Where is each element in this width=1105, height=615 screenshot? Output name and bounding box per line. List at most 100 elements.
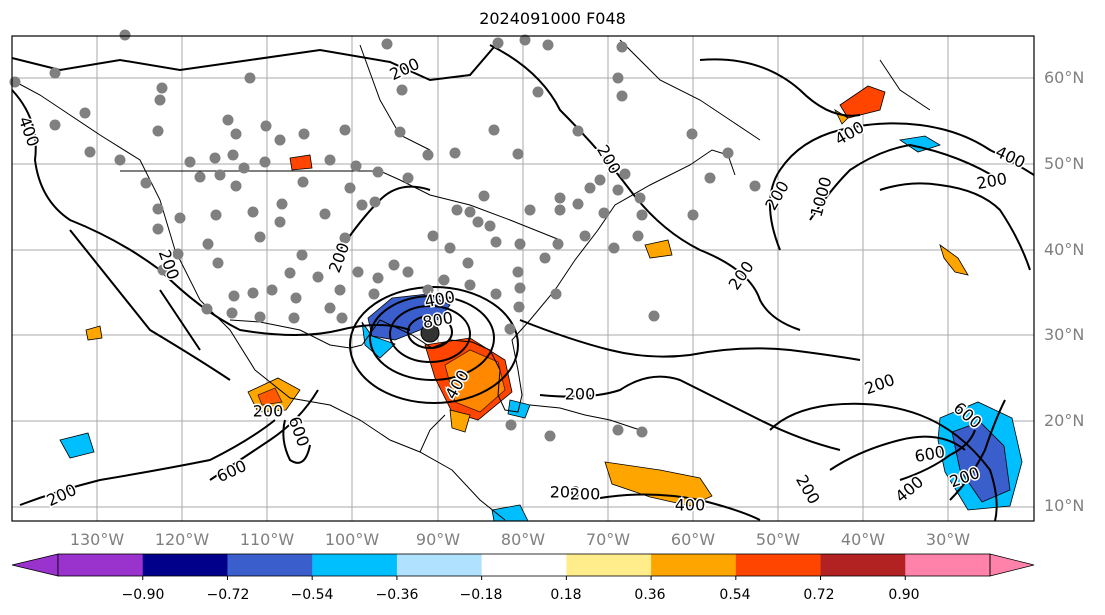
contour-label: 400: [892, 472, 928, 506]
observation-marker: [490, 288, 502, 300]
observation-marker: [212, 257, 224, 269]
storm-center-marker: [420, 323, 440, 343]
observation-marker: [687, 209, 699, 221]
colorbar-outline: [57, 553, 991, 577]
observation-marker: [324, 302, 336, 314]
observation-marker: [616, 90, 628, 102]
contour-label: 200: [550, 483, 581, 502]
observation-marker: [152, 203, 164, 215]
colorbar-segment: [312, 554, 398, 576]
observation-marker: [259, 156, 271, 168]
observation-marker: [572, 198, 584, 210]
observation-marker: [464, 206, 476, 218]
observation-marker: [339, 124, 351, 136]
observation-marker: [388, 259, 400, 271]
colorbar-tick: −0.18: [459, 587, 503, 603]
observation-marker: [336, 312, 348, 324]
colorbar-segment: [396, 554, 483, 576]
contour-label: 400: [832, 117, 868, 149]
observation-marker: [451, 204, 463, 216]
shaded-region-warm-gulf-tail: [449, 409, 471, 433]
observation-marker: [608, 242, 620, 254]
observation-marker: [427, 230, 439, 242]
contour-label: 200: [44, 480, 80, 510]
observation-marker: [201, 303, 213, 315]
colorbar-tick: −0.54: [290, 587, 334, 603]
lat-label-10n: 10°N: [1044, 496, 1085, 515]
observation-marker: [369, 196, 381, 208]
observation-marker: [542, 39, 554, 51]
observation-marker: [598, 207, 610, 219]
colorbar-tick: 0.18: [550, 587, 582, 603]
contour-label: 200: [761, 178, 793, 214]
contour-label: 200: [792, 472, 824, 508]
observation-marker: [140, 177, 152, 189]
colorbar-segment: [227, 554, 313, 576]
lon-label-120w: 120°W: [154, 530, 210, 549]
observation-marker: [478, 190, 490, 202]
contour-label: 200: [565, 385, 596, 404]
observation-marker: [634, 192, 646, 204]
observation-marker: [284, 267, 296, 279]
colorbar-tick: −0.90: [121, 587, 165, 603]
observation-marker: [222, 114, 234, 126]
shaded-region-cool-atlantic-core: [951, 421, 1011, 503]
colorbar-tick: 0.72: [803, 587, 835, 603]
observation-marker: [372, 272, 384, 284]
contour-label: 200: [387, 54, 423, 84]
contour-label: 200: [325, 240, 353, 275]
observation-marker: [372, 166, 384, 178]
observation-marker: [238, 162, 250, 174]
observation-marker: [276, 198, 288, 210]
lat-label-40n: 40°N: [1044, 240, 1085, 259]
observation-marker: [49, 67, 61, 79]
observation-marker: [579, 230, 591, 242]
observation-marker: [312, 271, 324, 283]
colorbar-segment: [481, 554, 567, 576]
lon-label-50w: 50°W: [755, 530, 801, 549]
colorbar-tick: 0.54: [719, 587, 751, 603]
lon-label-90w: 90°W: [415, 530, 461, 549]
observation-marker: [749, 180, 761, 192]
observation-marker: [49, 119, 61, 131]
observation-marker: [79, 107, 91, 119]
observation-marker: [319, 208, 331, 220]
observation-marker: [612, 424, 624, 436]
colorbar-tick: −0.72: [206, 587, 250, 603]
observation-marker: [636, 209, 648, 221]
observation-marker: [612, 72, 624, 84]
observation-marker: [449, 147, 461, 159]
observation-marker: [396, 84, 408, 96]
observation-marker: [422, 149, 434, 161]
observation-marker: [184, 156, 196, 168]
observation-marker: [114, 154, 126, 166]
shaded-region-warm-atlantic-mid: [644, 239, 673, 259]
lon-label-30w: 30°W: [925, 530, 971, 549]
observation-marker: [544, 430, 556, 442]
lat-label-30n: 30°N: [1044, 325, 1085, 344]
observation-marker: [488, 124, 500, 136]
observation-marker: [519, 34, 531, 46]
lon-label-130w: 130°W: [69, 530, 125, 549]
observation-marker: [394, 126, 406, 138]
observation-marker: [157, 264, 169, 276]
observation-marker: [484, 220, 496, 232]
observation-marker: [512, 266, 524, 278]
observation-marker: [539, 252, 551, 264]
observation-marker: [297, 176, 309, 188]
observation-marker: [462, 257, 474, 269]
observation-marker: [260, 120, 272, 132]
contour-label: 800: [421, 308, 454, 332]
observation-marker: [648, 310, 660, 322]
observation-marker: [514, 238, 526, 250]
colorbar-extend-max: [989, 553, 1035, 577]
observation-marker: [524, 204, 536, 216]
observation-marker: [152, 125, 164, 137]
observation-marker: [156, 82, 168, 94]
observation-marker: [247, 206, 259, 218]
lon-label-110w: 110°W: [239, 530, 295, 549]
contour-lines: [11, 39, 1035, 522]
observation-marker: [352, 266, 364, 278]
observation-marker: [350, 160, 362, 172]
contour-label: 1000: [807, 175, 836, 219]
